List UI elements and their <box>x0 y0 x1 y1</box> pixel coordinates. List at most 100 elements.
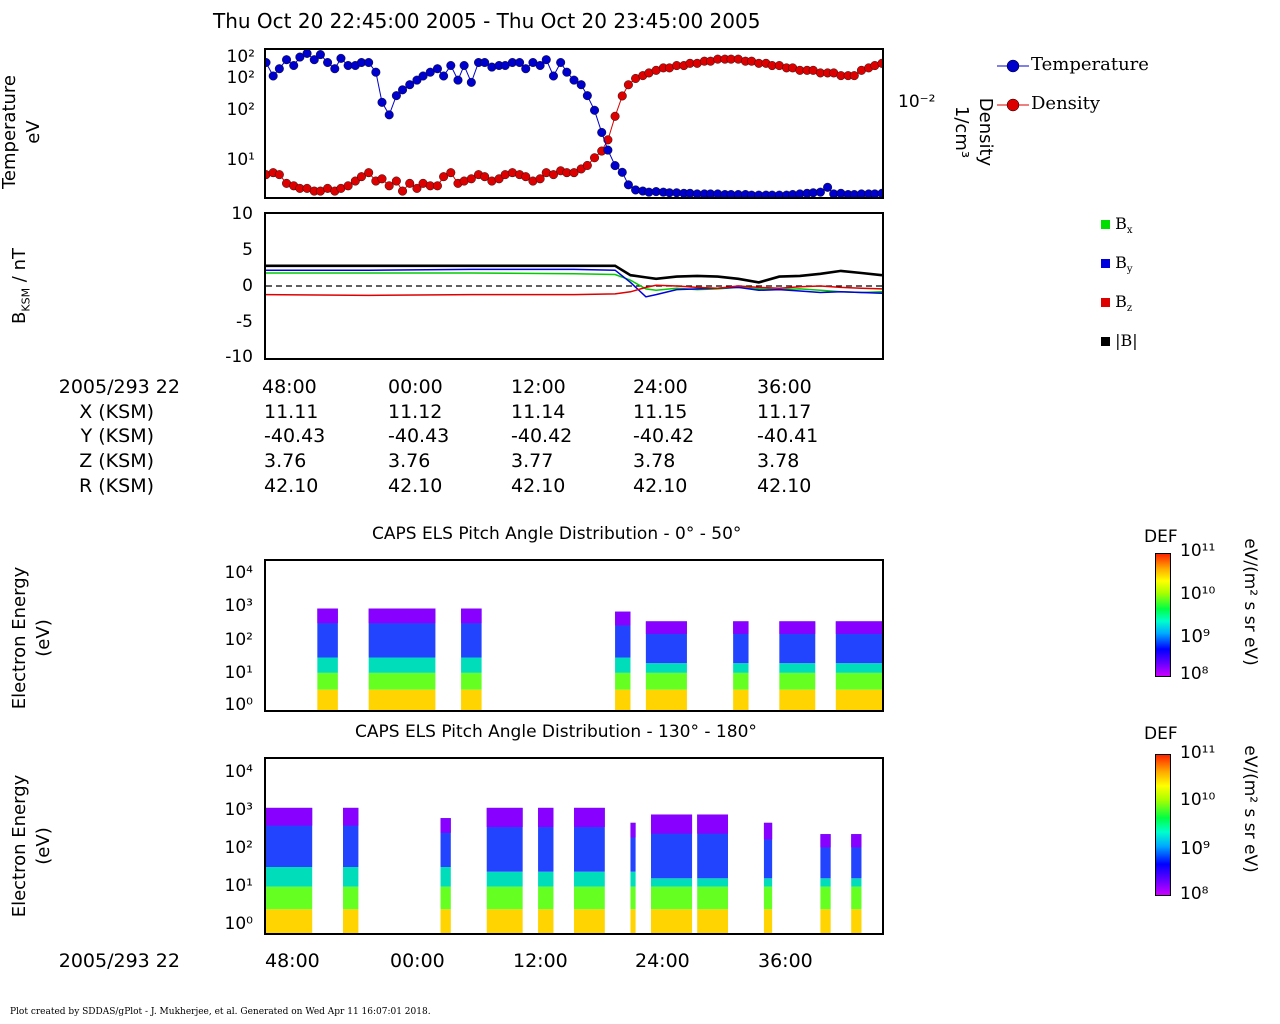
panel4-ylabel-line2: (eV) <box>33 827 54 865</box>
spectrogram-cell <box>779 663 816 673</box>
legend-item-bmag: |B| <box>1101 331 1181 353</box>
spectrogram-cell <box>651 886 693 910</box>
bottom-tick-4: 36:00 <box>758 950 813 972</box>
spectrogram-cell <box>697 814 728 834</box>
density-point <box>521 172 531 182</box>
spectrogram-cell <box>486 909 523 933</box>
density-point <box>849 71 859 81</box>
panel4-cbar-tick-1: 10¹⁰ <box>1180 790 1216 810</box>
panel4-ytick-2: 10² <box>224 838 253 858</box>
spectrogram-cell <box>630 886 636 910</box>
spectrogram-cell <box>266 909 313 933</box>
spectrogram-cell <box>574 871 605 887</box>
spectrogram-cell <box>440 818 451 833</box>
spectrogram-cell <box>266 867 313 887</box>
by-swatch-icon <box>1101 259 1110 268</box>
legend-label-temperature: Temperature <box>1031 54 1149 75</box>
spectrogram-cell <box>461 672 482 690</box>
panel4-title: CAPS ELS Pitch Angle Distribution - 130°… <box>355 722 757 742</box>
spectrogram-cell <box>440 867 451 887</box>
temperature-point <box>576 80 586 90</box>
density-point <box>350 176 360 186</box>
spectrogram-cell <box>574 909 605 933</box>
temperature-point <box>453 75 463 85</box>
temperature-point <box>617 167 627 177</box>
spectrogram-cell <box>835 672 882 690</box>
temperature-point <box>289 61 299 71</box>
temperature-point <box>274 64 284 74</box>
panel3-ylabel: Electron Energy (eV) <box>8 558 56 718</box>
panel3-cbar-tick-3: 10⁸ <box>1180 664 1209 684</box>
spectrogram-cell <box>763 822 773 840</box>
spectrogram-cell <box>645 663 687 673</box>
panel4-cbar-tick-2: 10⁹ <box>1180 838 1211 859</box>
spectrogram-cell <box>486 886 523 910</box>
temperature-point <box>309 55 319 65</box>
spectrogram-cell <box>343 807 359 826</box>
spectrogram-cell <box>368 608 436 624</box>
legend-item-bz: Bz <box>1101 292 1181 314</box>
page-title: Thu Oct 20 22:45:00 2005 - Thu Oct 20 23… <box>213 9 761 33</box>
ephemeris-x-3: 11.15 <box>633 401 688 423</box>
panel3-plot-frame <box>264 559 884 712</box>
panel2-ytick-4: -10 <box>225 347 253 367</box>
density-point <box>384 181 394 191</box>
density-point <box>377 174 387 184</box>
spectrogram-cell <box>486 871 523 887</box>
legend-item-by: By <box>1101 253 1181 275</box>
spectrogram-cell <box>538 909 554 933</box>
temperature-point <box>282 55 292 65</box>
panel2-ylabel-b: B <box>9 311 30 324</box>
density-point <box>356 172 366 182</box>
ephemeris-time-4: 36:00 <box>757 376 812 398</box>
panel1-right-label-line1: Density <box>975 97 996 167</box>
ephemeris-r-3: 42.10 <box>633 475 688 497</box>
panel2-ytick-0: 10 <box>231 204 253 224</box>
bottom-tick-1: 00:00 <box>390 950 445 972</box>
panel4-colorbar-unit: eV/(m² s sr eV) <box>1240 745 1260 873</box>
density-point <box>466 174 476 184</box>
spectrogram-cell <box>763 886 773 910</box>
ephemeris-z-1: 3.76 <box>388 450 431 472</box>
temperature-point <box>541 55 551 65</box>
panel2-ylabel-sub: KSM <box>19 287 33 312</box>
density-point <box>610 111 620 121</box>
spectrogram-cell <box>645 672 687 690</box>
spectrogram-cell <box>733 621 749 634</box>
spectrogram-cell <box>820 886 831 910</box>
panel3-colorbar <box>1155 553 1171 677</box>
panel2-ytick-1: 5 <box>242 240 253 260</box>
panel2-ylabel-unit: / nT <box>9 248 30 288</box>
spectrogram-cell <box>763 878 773 887</box>
panel3-cbar-tick-0: 10¹¹ <box>1180 541 1216 561</box>
panel1-right-label: Density 1/cm³ <box>949 77 997 187</box>
spectrogram-cell <box>835 663 882 673</box>
ephemeris-x-4: 11.17 <box>757 401 812 423</box>
ephemeris-x-2: 11.14 <box>511 401 566 423</box>
spectrogram-cell <box>440 886 451 910</box>
density-point <box>391 176 401 186</box>
spectrogram-cell <box>779 621 816 634</box>
panel3-ytick-0: 10⁴ <box>224 563 253 583</box>
density-point <box>590 153 600 163</box>
ephemeris-y-3: -40.42 <box>633 425 695 447</box>
temperature-point <box>302 50 312 58</box>
temperature-point <box>432 64 442 74</box>
panel4-ytick-0: 10⁴ <box>224 762 253 782</box>
ephemeris-y-4: -40.41 <box>757 425 819 447</box>
spectrogram-cell <box>266 807 313 826</box>
spectrogram-cell <box>615 672 631 690</box>
ephemeris-row-label-z: Z (KSM) <box>79 450 154 472</box>
panel1-ytick-3: 10¹ <box>226 150 255 170</box>
panel1-ytick-1: 10² <box>226 68 255 88</box>
temperature-point <box>418 71 428 81</box>
spectrogram-cell <box>461 657 482 673</box>
spectrogram-cell <box>779 689 816 710</box>
legend-sub-bz: z <box>1126 303 1133 315</box>
legend-item-bx: Bx <box>1101 214 1181 236</box>
density-point <box>274 170 284 180</box>
temperature-point <box>315 50 325 60</box>
panel1-ylabel: Temperature eV <box>0 62 46 202</box>
legend-item-density: Density <box>995 93 1165 117</box>
panel3-ylabel-line1: Electron Energy <box>9 566 30 710</box>
